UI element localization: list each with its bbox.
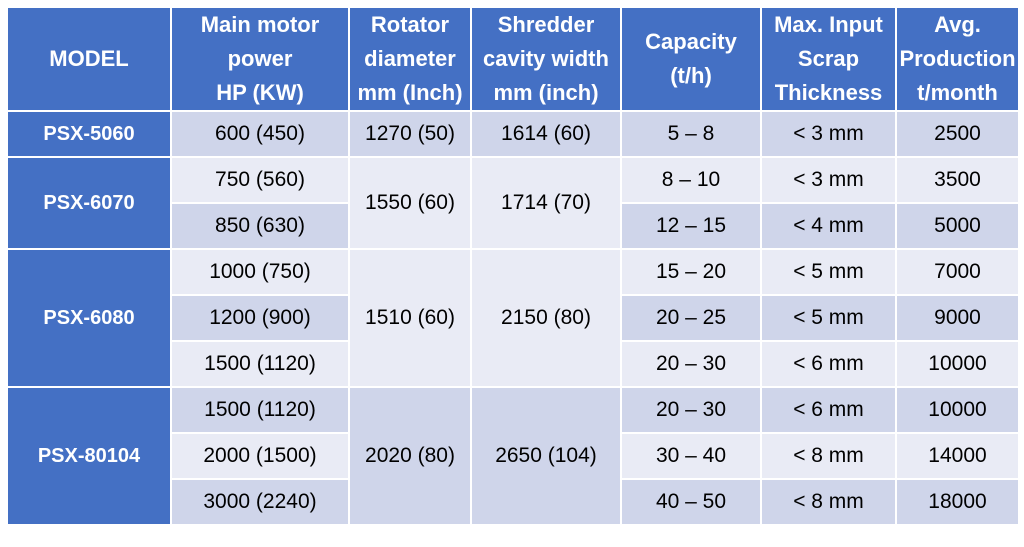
table-row: 1500 (1120) 20 – 30 < 6 mm 10000: [7, 340, 1020, 388]
cavity-width-cell: 2150 (80): [470, 248, 622, 388]
production-cell: 5000: [895, 202, 1020, 250]
cavity-width-cell: 2650 (104): [470, 386, 622, 526]
production-cell: 3500: [895, 156, 1020, 204]
production-cell: 9000: [895, 294, 1020, 342]
header-shredder-cavity-width: Shredder cavity width mm (inch): [470, 6, 622, 112]
thickness-cell: < 5 mm: [760, 294, 897, 342]
table-header-row: MODEL Main motor power HP (KW) Rotator diam…: [6, 6, 1020, 112]
motor-power-cell: 850 (630): [170, 202, 350, 250]
thickness-cell: < 6 mm: [760, 386, 897, 434]
capacity-cell: 20 – 25: [620, 294, 762, 342]
capacity-cell: 15 – 20: [620, 248, 762, 296]
capacity-cell: 12 – 15: [620, 202, 762, 250]
production-cell: 10000: [895, 340, 1020, 388]
capacity-cell: 5 – 8: [620, 110, 762, 158]
model-cell: PSX-6070: [6, 156, 172, 250]
production-cell: 18000: [895, 478, 1020, 526]
table-row: 2000 (1500) 30 – 40 < 8 mm 14000: [7, 432, 1020, 480]
capacity-cell: 20 – 30: [620, 340, 762, 388]
thickness-cell: < 8 mm: [760, 432, 897, 480]
table-row: PSX-5060 600 (450) 1270 (50) 1614 (60) 5…: [6, 110, 1020, 158]
rotator-diameter-cell: 1550 (60): [348, 156, 472, 250]
table-row: 850 (630) 12 – 15 < 4 mm 5000: [7, 202, 1020, 250]
rotator-diameter-cell: 2020 (80): [348, 386, 472, 526]
thickness-cell: < 4 mm: [760, 202, 897, 250]
table-row: PSX-80104 1500 (1120) 2020 (80) 2650 (10…: [6, 386, 1020, 526]
capacity-cell: 30 – 40: [620, 432, 762, 480]
thickness-cell: < 6 mm: [760, 340, 897, 388]
production-cell: 14000: [895, 432, 1020, 480]
production-cell: 7000: [895, 248, 1020, 296]
motor-power-cell: 2000 (1500): [170, 432, 350, 480]
model-cell: PSX-5060: [6, 110, 172, 158]
header-max-input-thickness: Max. Input Scrap Thickness: [760, 6, 897, 112]
header-main-motor-power: Main motor power HP (KW): [170, 6, 350, 112]
thickness-cell: < 8 mm: [760, 478, 897, 526]
table-row: PSX-6080 1000 (750) 1510 (60) 2150 (80) …: [6, 248, 1020, 388]
model-cell: PSX-6080: [6, 248, 172, 388]
rotator-diameter-cell: 1270 (50): [348, 110, 472, 158]
table-row: 1200 (900) 20 – 25 < 5 mm 9000: [7, 294, 1020, 342]
cavity-width-cell: 1714 (70): [470, 156, 622, 250]
motor-power-cell: 1000 (750): [170, 248, 350, 296]
capacity-cell: 20 – 30: [620, 386, 762, 434]
header-avg-production: Avg. Production t/month: [895, 6, 1020, 112]
thickness-cell: < 3 mm: [760, 110, 897, 158]
shredder-spec-table: MODEL Main motor power HP (KW) Rotator diam…: [6, 6, 1020, 526]
motor-power-cell: 3000 (2240): [170, 478, 350, 526]
production-cell: 2500: [895, 110, 1020, 158]
motor-power-cell: 1500 (1120): [170, 386, 350, 434]
production-cell: 10000: [895, 386, 1020, 434]
cavity-width-cell: 1614 (60): [470, 110, 622, 158]
model-cell: PSX-80104: [6, 386, 172, 526]
motor-power-cell: 600 (450): [170, 110, 350, 158]
capacity-cell: 8 – 10: [620, 156, 762, 204]
table-row: 3000 (2240) 40 – 50 < 8 mm 18000: [7, 478, 1020, 526]
capacity-cell: 40 – 50: [620, 478, 762, 526]
rotator-diameter-cell: 1510 (60): [348, 248, 472, 388]
header-capacity: Capacity (t/h): [620, 6, 762, 112]
motor-power-cell: 750 (560): [170, 156, 350, 204]
motor-power-cell: 1200 (900): [170, 294, 350, 342]
table-row: PSX-6070 750 (560) 1550 (60) 1714 (70) 8…: [6, 156, 1020, 250]
header-rotator-diameter: Rotator diameter mm (Inch): [348, 6, 472, 112]
motor-power-cell: 1500 (1120): [170, 340, 350, 388]
thickness-cell: < 5 mm: [760, 248, 897, 296]
thickness-cell: < 3 mm: [760, 156, 897, 204]
header-model: MODEL: [6, 6, 172, 112]
